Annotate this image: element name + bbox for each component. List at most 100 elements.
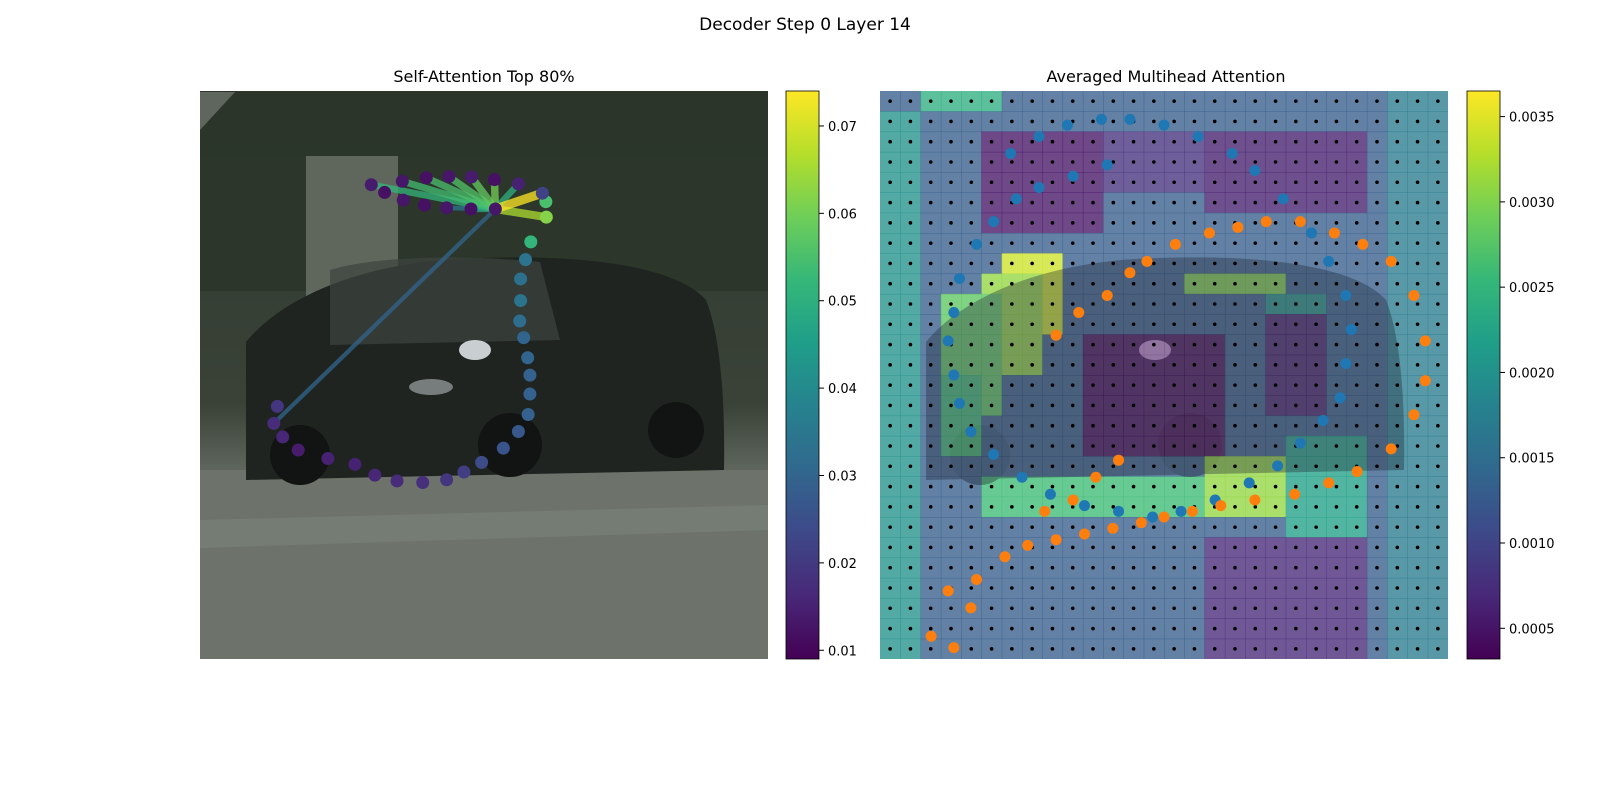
grid-dot xyxy=(888,241,892,245)
grid-dot xyxy=(1050,484,1055,489)
grid-dot xyxy=(1070,281,1075,286)
grid-dot xyxy=(989,423,994,428)
grid-dot xyxy=(1375,139,1379,144)
grid-dot xyxy=(989,261,994,266)
grid-dot xyxy=(1010,565,1014,570)
grid-dot xyxy=(888,586,892,590)
grid-dot xyxy=(1294,464,1298,469)
grid-dot xyxy=(1253,606,1258,611)
grid-dot xyxy=(1192,241,1197,245)
grid-dot xyxy=(1233,261,1237,266)
grid-dot xyxy=(1395,525,1400,529)
grid-dot xyxy=(1010,606,1014,611)
grid-dot xyxy=(1233,626,1237,631)
grid-dot xyxy=(1314,383,1318,387)
grid-dot xyxy=(1070,423,1075,428)
grid-dot xyxy=(1395,241,1400,245)
grid-dot xyxy=(1152,383,1156,387)
grid-dot xyxy=(1010,160,1014,164)
grid-dot xyxy=(1334,565,1339,570)
grid-dot xyxy=(1233,200,1237,205)
blue-point xyxy=(954,272,966,284)
blue-point xyxy=(1294,437,1306,449)
query-point xyxy=(390,474,404,488)
query-point xyxy=(395,174,409,188)
grid-dot xyxy=(1253,423,1258,428)
grid-dot xyxy=(1192,99,1197,103)
grid-dot xyxy=(1172,363,1176,367)
grid-dot xyxy=(1436,342,1440,347)
grid-dot xyxy=(1010,119,1014,124)
grid-dot xyxy=(1415,261,1420,266)
grid-dot xyxy=(1375,586,1379,590)
grid-dot xyxy=(1111,119,1116,124)
grid-dot xyxy=(1314,505,1318,509)
grid-dot xyxy=(1354,139,1359,144)
grid-dot xyxy=(1070,383,1075,387)
grid-dot xyxy=(1212,342,1217,347)
grid-dot xyxy=(1131,241,1136,245)
orange-point xyxy=(1289,488,1301,500)
grid-dot xyxy=(1050,322,1055,327)
grid-dot xyxy=(1395,342,1400,347)
grid-dot xyxy=(1294,281,1298,286)
grid-dot xyxy=(1091,139,1095,144)
grid-dot xyxy=(1111,403,1116,408)
grid-dot xyxy=(928,525,933,529)
grid-dot xyxy=(1050,139,1055,144)
grid-dot xyxy=(1375,241,1379,245)
grid-dot xyxy=(1111,565,1116,570)
grid-dot xyxy=(1395,302,1400,306)
grid-dot xyxy=(1233,403,1237,408)
grid-dot xyxy=(1010,241,1014,245)
grid-dot xyxy=(908,606,913,611)
street-photo xyxy=(200,91,768,659)
grid-dot xyxy=(969,525,974,529)
grid-dot xyxy=(1091,119,1095,124)
grid-dot xyxy=(1415,180,1420,185)
grid-dot xyxy=(1050,444,1055,448)
grid-dot xyxy=(969,626,974,631)
grid-dot xyxy=(888,403,892,408)
grid-dot xyxy=(888,139,892,144)
orange-point xyxy=(1158,511,1170,523)
grid-dot xyxy=(969,505,974,509)
grid-dot xyxy=(1152,626,1156,631)
grid-dot xyxy=(1030,606,1034,611)
grid-dot xyxy=(1212,241,1217,245)
grid-dot xyxy=(1273,261,1278,266)
grid-dot xyxy=(1354,363,1359,367)
grid-dot xyxy=(888,160,892,164)
grid-dot xyxy=(1395,160,1400,164)
blue-point xyxy=(1078,500,1090,512)
grid-dot xyxy=(1030,302,1034,306)
grid-dot xyxy=(1273,626,1278,631)
grid-dot xyxy=(949,383,953,387)
grid-dot xyxy=(1334,261,1339,266)
grid-dot xyxy=(1253,403,1258,408)
grid-dot xyxy=(908,180,913,185)
grid-dot xyxy=(1294,119,1298,124)
orange-point xyxy=(1050,329,1062,341)
grid-dot xyxy=(1152,606,1156,611)
grid-dot xyxy=(1375,160,1379,164)
grid-dot xyxy=(1294,606,1298,611)
grid-dot xyxy=(1192,606,1197,611)
grid-dot xyxy=(1111,444,1116,448)
grid-dot xyxy=(1314,342,1318,347)
grid-dot xyxy=(928,565,933,570)
grid-dot xyxy=(1212,200,1217,205)
grid-dot xyxy=(1152,586,1156,590)
grid-dot xyxy=(1253,626,1258,631)
grid-dot xyxy=(1010,545,1014,550)
grid-dot xyxy=(1131,525,1136,529)
grid-dot xyxy=(1050,119,1055,124)
query-point xyxy=(514,272,528,286)
grid-dot xyxy=(888,444,892,448)
orange-point xyxy=(1107,522,1119,534)
grid-dot xyxy=(1233,565,1237,570)
grid-dot xyxy=(1395,545,1400,550)
blue-point xyxy=(1175,505,1187,517)
grid-dot xyxy=(1436,606,1440,611)
grid-dot xyxy=(908,586,913,590)
